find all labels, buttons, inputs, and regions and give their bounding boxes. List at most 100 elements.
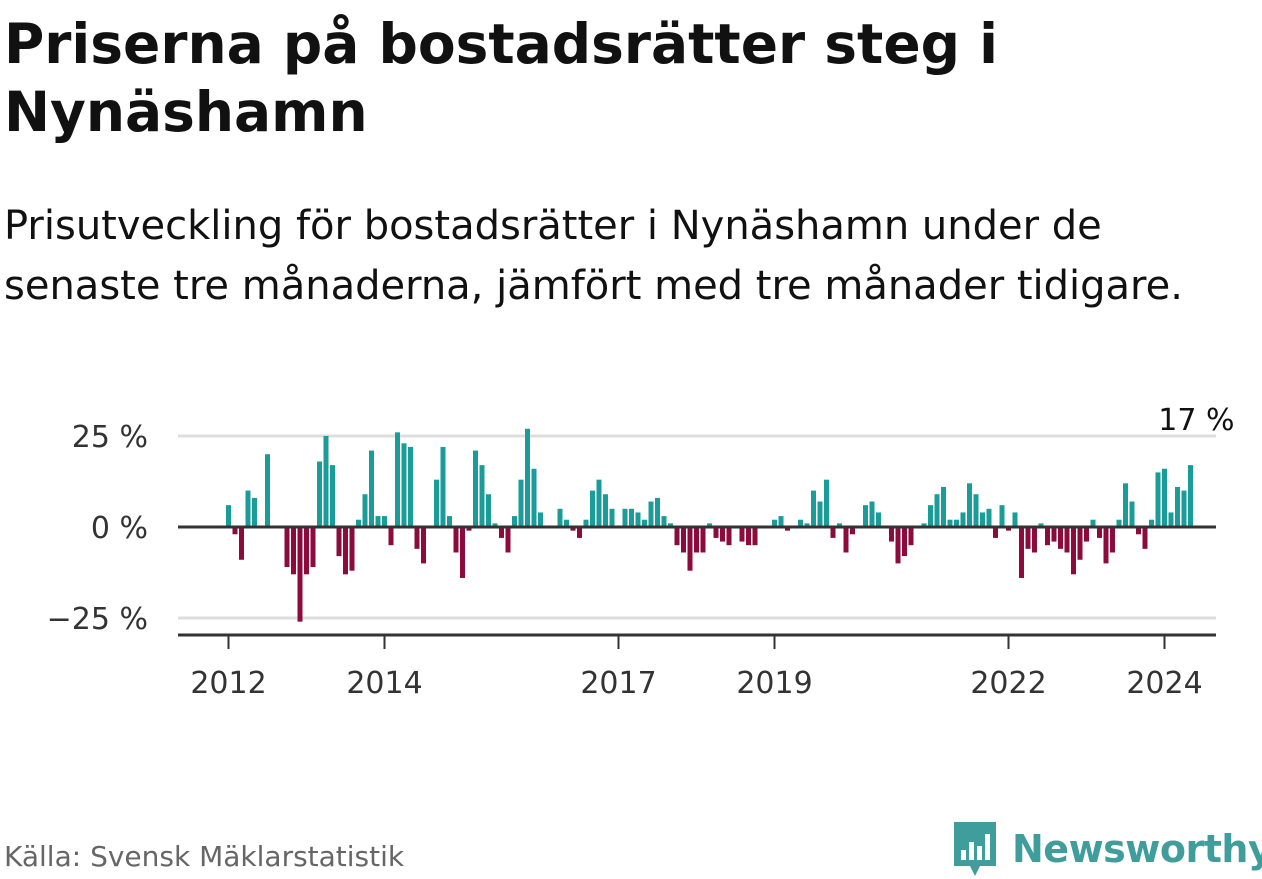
bar-127 [1051, 527, 1057, 542]
bar-91 [817, 501, 823, 527]
bar-137 [1116, 519, 1122, 527]
bar-111 [947, 519, 953, 527]
bar-15 [323, 436, 329, 527]
bar-69 [674, 527, 680, 546]
bar-94 [837, 523, 842, 527]
bar-6 [265, 454, 270, 527]
axis-labels: 2012 2014 2017 2019 2022 2024 25 % 0 % −25 % 17 % [47, 403, 1235, 701]
bar-32 [434, 479, 439, 527]
last-value-annotation: 17 % [1158, 403, 1234, 438]
bar-54 [577, 527, 582, 538]
grid-lines [178, 434, 1216, 620]
bar-55 [583, 519, 589, 527]
bar-75 [713, 527, 719, 538]
bar-28 [408, 446, 413, 527]
bar-51 [557, 508, 563, 527]
bar-147 [1181, 490, 1187, 527]
bar-124 [1032, 527, 1037, 553]
x-tick-label-0: 2012 [190, 666, 266, 701]
bar-123 [1025, 527, 1031, 549]
bar-66 [655, 497, 660, 527]
bar-132 [1084, 527, 1089, 542]
bar-57 [596, 479, 602, 527]
bar-45 [518, 479, 524, 527]
bar-64 [642, 519, 647, 527]
bar-53 [570, 527, 576, 531]
bar-104 [902, 527, 907, 557]
bar-144 [1162, 468, 1167, 527]
bar-27 [401, 443, 407, 527]
bar-11 [297, 527, 303, 622]
bar-74 [707, 523, 712, 527]
bar-12 [304, 527, 309, 575]
bar-35 [453, 527, 459, 553]
bar-24 [382, 516, 387, 527]
bar-52 [564, 519, 569, 527]
bar-113 [960, 512, 966, 527]
bar-117 [986, 508, 992, 527]
bar-133 [1090, 519, 1096, 527]
bar-41 [492, 523, 498, 527]
bar-143 [1155, 472, 1161, 527]
bar-63 [635, 512, 641, 527]
bar-95 [843, 527, 849, 553]
bar-10 [291, 527, 296, 575]
bar-39 [479, 465, 485, 527]
bar-79 [739, 527, 745, 542]
bar-92 [824, 479, 829, 527]
bar-90 [811, 490, 816, 527]
bar-142 [1149, 519, 1154, 527]
bar-16 [330, 465, 335, 527]
bar-33 [440, 446, 446, 527]
bar-84 [772, 519, 777, 527]
bar-118 [993, 527, 998, 538]
bar-80 [746, 527, 751, 546]
bar-67 [661, 516, 667, 527]
bar-81 [752, 527, 758, 546]
bar-36 [460, 527, 465, 578]
bar-13 [310, 527, 316, 568]
bar-148 [1188, 465, 1193, 527]
bar-131 [1077, 527, 1083, 560]
y-tick-label-0: 25 % [72, 420, 148, 455]
bar-43 [505, 527, 511, 553]
bar-72 [694, 527, 699, 553]
x-tick-label-1: 2014 [346, 666, 422, 701]
bar-56 [590, 490, 595, 527]
bar-103 [895, 527, 901, 564]
bar-116 [980, 512, 985, 527]
bar-114 [967, 483, 972, 527]
bar-29 [414, 527, 420, 549]
bar-2 [239, 527, 244, 560]
bar-77 [726, 527, 732, 546]
source-note: Källa: Svensk Mäklarstatistik [4, 840, 405, 873]
newsworthy-logo: Newsworthy [950, 820, 1262, 878]
bar-120 [1006, 527, 1011, 531]
bar-3 [245, 490, 251, 527]
bar-112 [954, 519, 959, 527]
bar-70 [681, 527, 686, 553]
bar-34 [447, 516, 452, 527]
bar-130 [1071, 527, 1076, 575]
chart-title: Priserna på bostadsrätter steg i Nynäsha… [4, 12, 999, 144]
x-tick-label-2: 2017 [580, 666, 656, 701]
bar-146 [1175, 486, 1180, 527]
bar-134 [1097, 527, 1102, 538]
x-tick-label-3: 2019 [736, 666, 812, 701]
bar-107 [921, 523, 927, 527]
bar-89 [804, 523, 810, 527]
bar-145 [1168, 512, 1174, 527]
bar-98 [863, 505, 868, 527]
bar-46 [525, 428, 530, 527]
bar-96 [850, 527, 855, 535]
bar-110 [941, 486, 946, 527]
bar-62 [629, 508, 634, 527]
bar-85 [778, 516, 784, 527]
bar-102 [889, 527, 894, 542]
bar-119 [999, 505, 1005, 527]
x-tick-label-4: 2022 [970, 666, 1046, 701]
bar-128 [1058, 527, 1063, 549]
bar-135 [1103, 527, 1109, 564]
bar-30 [421, 527, 426, 564]
bar-26 [395, 432, 400, 527]
